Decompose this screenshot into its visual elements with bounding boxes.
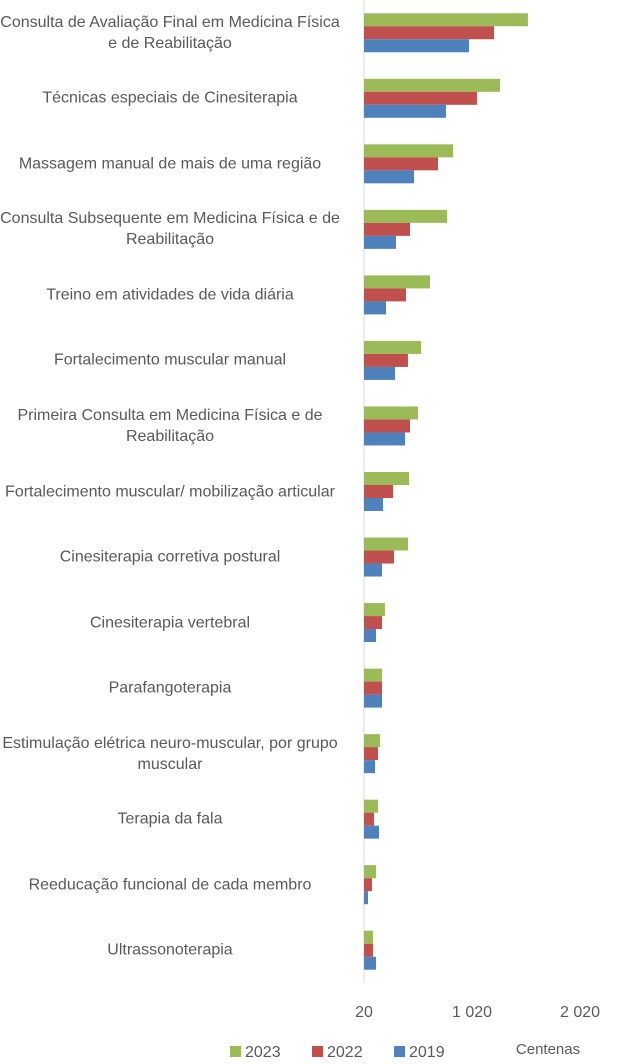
category-label: Primeira Consulta em Medicina Física e d… — [17, 406, 323, 445]
bar — [364, 956, 376, 970]
bar — [364, 668, 383, 682]
category-label: Massagem manual de mais de uma região — [18, 155, 322, 173]
bar — [364, 301, 387, 315]
bar — [364, 144, 453, 158]
bar — [364, 209, 448, 223]
x-tick-label: 20 — [355, 1004, 373, 1021]
category-label: Treino em atividades de vida diária — [46, 286, 294, 304]
bar — [364, 275, 430, 289]
bar — [364, 472, 410, 485]
bar — [364, 891, 368, 905]
bar — [364, 799, 379, 813]
bar — [364, 26, 495, 40]
bar — [364, 170, 415, 184]
bar — [364, 878, 372, 892]
category-label: Fortalecimento muscular/ mobilização art… — [5, 483, 335, 500]
bar — [364, 498, 384, 511]
bar — [364, 537, 408, 551]
bar — [364, 366, 395, 380]
bar — [364, 157, 438, 171]
bar — [364, 353, 408, 367]
bar — [364, 13, 528, 27]
bar — [364, 563, 383, 577]
bar — [364, 812, 375, 826]
legend-label: 2023 — [245, 1044, 281, 1061]
bar — [364, 235, 396, 249]
bar — [364, 825, 380, 839]
bar — [364, 760, 376, 774]
bar — [364, 930, 373, 944]
legend-swatch — [230, 1046, 241, 1057]
bar — [364, 681, 383, 695]
bar — [364, 288, 407, 302]
category-label: Consulta Subsequente em Medicina Física … — [0, 210, 340, 249]
category-label: Estimulação elétrica neuro-muscular, por… — [2, 734, 338, 773]
bar — [364, 550, 395, 564]
bar — [364, 485, 394, 498]
bar — [364, 104, 446, 118]
category-label: Técnicas especiais de Cinesiterapia — [42, 89, 298, 107]
category-label: Ultrassonoterapia — [107, 941, 233, 959]
x-tick-label: 1 020 — [452, 1004, 492, 1021]
bar — [364, 747, 379, 761]
bar — [364, 734, 380, 748]
category-label: Consulta de Avaliação Final em Medicina … — [0, 13, 340, 52]
category-label: Terapia da fala — [117, 810, 223, 828]
legend-swatch — [394, 1046, 405, 1057]
legend-label: 2019 — [409, 1044, 445, 1061]
legend-label: 2022 — [327, 1044, 363, 1061]
legend-swatch — [312, 1046, 323, 1057]
bar — [364, 222, 411, 236]
category-label: Cinesiterapia vertebral — [89, 614, 251, 632]
bar — [364, 694, 383, 708]
bar — [364, 39, 469, 53]
bar — [364, 943, 373, 957]
bar — [364, 616, 383, 630]
category-label: Reeducação funcional de cada membro — [28, 876, 312, 894]
x-tick-label: 2 020 — [560, 1004, 600, 1021]
bar — [364, 91, 477, 105]
bar — [364, 432, 406, 446]
category-label: Fortalecimento muscular manual — [53, 351, 287, 369]
unit-label: Centenas — [516, 1041, 580, 1058]
bar — [364, 406, 418, 420]
category-label: Cinesiterapia corretiva postural — [59, 548, 281, 566]
bar — [364, 78, 500, 92]
bar — [364, 419, 411, 433]
bar — [364, 629, 376, 643]
category-label: Parafangoterapia — [108, 679, 232, 697]
bar — [364, 865, 376, 879]
bar — [364, 340, 422, 354]
bar — [364, 603, 385, 617]
